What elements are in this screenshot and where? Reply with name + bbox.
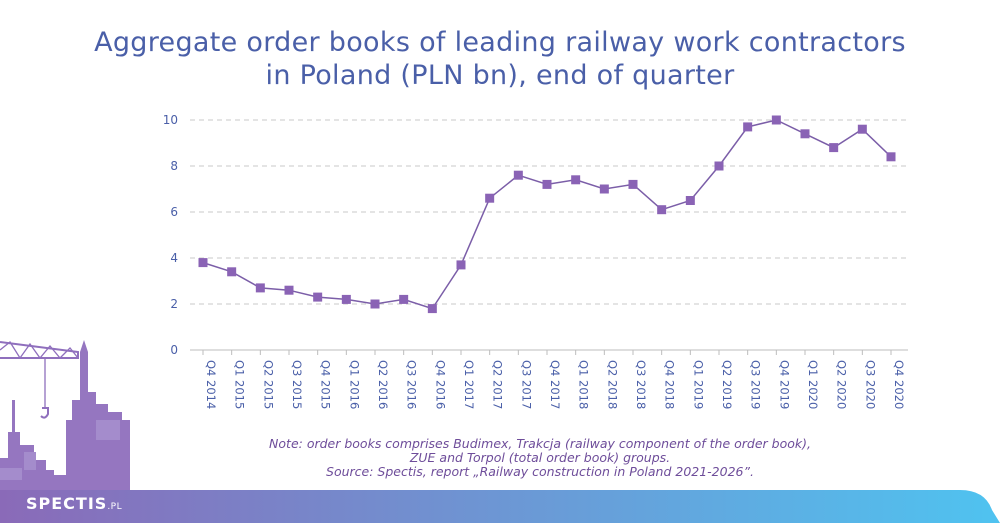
series-line: [202, 119, 892, 310]
x-tick-label: Q3 2018: [634, 360, 648, 409]
data-point: [829, 143, 839, 153]
chart-title: Aggregate order books of leading railway…: [0, 26, 1000, 92]
x-tick-label: Q4 2018: [663, 360, 677, 409]
x-tick-label: Q2 2015: [261, 360, 275, 409]
x-tick-label: Q4 2014: [204, 360, 218, 409]
x-tick-label: Q2 2018: [605, 360, 619, 409]
grid-lines: [190, 119, 908, 305]
chart-title-line-1: Aggregate order books of leading railway…: [94, 27, 906, 58]
data-point: [313, 292, 323, 302]
x-tick-label: Q4 2016: [433, 360, 447, 409]
x-tick-label: Q4 2015: [319, 360, 333, 409]
x-tick-label: Q3 2019: [749, 360, 763, 409]
bottom-banner: [0, 490, 1000, 523]
brand-logo: SPECTIS.PL: [26, 494, 122, 513]
data-point: [657, 205, 667, 215]
x-tick-label: Q3 2016: [405, 360, 419, 409]
y-tick-label: 0: [170, 343, 178, 357]
skyline-illustration: [0, 340, 140, 523]
series-markers: [198, 115, 896, 314]
data-point: [485, 193, 495, 203]
data-point: [857, 124, 867, 134]
chart-note: Note: order books comprises Budimex, Tra…: [180, 437, 900, 479]
y-tick-label: 8: [170, 159, 178, 173]
data-point: [399, 294, 409, 304]
data-point: [284, 285, 294, 295]
y-axis-ticks: 0 2 4 6 8 10: [163, 113, 178, 357]
chart-title-line-2: in Poland (PLN bn), end of quarter: [265, 60, 735, 91]
x-tick-label: Q4 2020: [892, 360, 906, 409]
y-tick-label: 6: [170, 205, 178, 219]
data-point: [227, 267, 237, 277]
x-tick-label: Q2 2017: [491, 360, 505, 409]
x-tick-label: Q4 2017: [548, 360, 562, 409]
y-tick-label: 4: [170, 251, 178, 265]
data-point: [743, 122, 753, 132]
data-point: [198, 258, 208, 268]
data-point: [886, 152, 896, 162]
x-tick-label: Q1 2016: [347, 360, 361, 409]
data-point: [370, 299, 380, 309]
data-point: [456, 260, 466, 270]
y-tick-label: 2: [170, 297, 178, 311]
x-tick-label: Q3 2020: [863, 360, 877, 409]
brand-name: SPECTIS: [26, 494, 108, 513]
x-tick-label: Q3 2017: [519, 360, 533, 409]
y-tick-label: 10: [163, 113, 178, 127]
x-axis-tick-labels: Q4 2014 Q1 2015 Q2 2015 Q3 2015 Q4 2015 Q1 20…: [204, 360, 906, 409]
data-point: [599, 184, 609, 194]
data-point: [571, 175, 581, 185]
data-point: [714, 161, 724, 171]
data-point: [771, 115, 781, 125]
data-point: [542, 179, 552, 189]
x-tick-label: Q1 2019: [691, 360, 705, 409]
x-tick-label: Q1 2018: [577, 360, 591, 409]
data-point: [341, 294, 351, 304]
note-source: Source: Spectis, report „Railway constru…: [326, 464, 754, 479]
x-axis: [190, 349, 908, 355]
data-point: [255, 283, 265, 293]
data-point: [800, 129, 810, 139]
crane-illustration: [0, 341, 79, 419]
data-point: [628, 179, 638, 189]
x-tick-label: Q1 2015: [233, 360, 247, 409]
data-point: [427, 304, 437, 314]
x-tick-label: Q4 2019: [777, 360, 791, 409]
x-tick-label: Q1 2017: [462, 360, 476, 409]
data-point: [685, 196, 695, 205]
x-tick-label: Q1 2020: [806, 360, 820, 409]
x-tick-label: Q2 2019: [720, 360, 734, 409]
x-tick-label: Q2 2016: [376, 360, 390, 409]
brand-suffix: .PL: [107, 502, 123, 512]
note-line-1: Note: order books comprises Budimex, Tra…: [269, 436, 811, 451]
x-tick-label: Q2 2020: [835, 360, 849, 409]
data-point: [513, 170, 523, 180]
x-tick-label: Q3 2015: [290, 360, 304, 409]
note-line-2: ZUE and Torpol (total order book) groups…: [409, 450, 671, 465]
